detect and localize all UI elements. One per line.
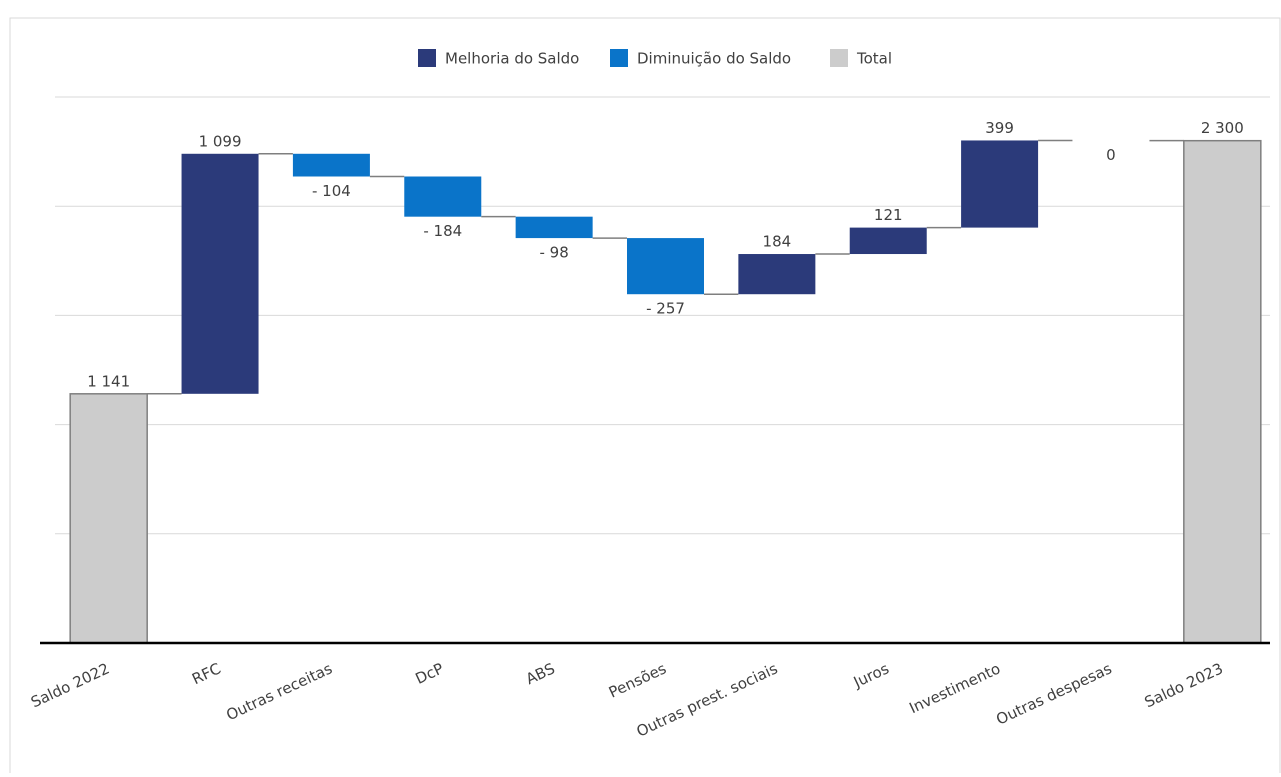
legend-swatch: [830, 49, 848, 67]
data-label: 1 141: [87, 372, 130, 390]
x-tick-label: Pensões: [606, 659, 669, 701]
data-label: - 184: [423, 222, 462, 240]
bar: [181, 153, 259, 394]
x-tick-label: Outras despesas: [993, 659, 1114, 728]
x-tick-label: Outras receitas: [223, 659, 335, 724]
bar: [627, 238, 704, 295]
x-tick-label: Saldo 2022: [28, 659, 112, 711]
x-tick-label: Investimento: [906, 659, 1003, 717]
bar: [515, 216, 593, 239]
data-label: 399: [985, 119, 1014, 137]
data-label: - 104: [312, 182, 351, 200]
bar: [1183, 139, 1262, 644]
data-label: - 257: [646, 300, 685, 318]
data-label: 2 300: [1201, 119, 1244, 137]
data-label: - 98: [539, 244, 568, 262]
data-label: 184: [763, 233, 792, 251]
data-label: 0: [1106, 146, 1116, 164]
legend-label: Diminuição do Saldo: [637, 50, 791, 68]
x-tick-label: RFC: [189, 659, 223, 688]
x-tick-label: ABS: [523, 659, 558, 688]
chart-border: [9, 17, 1281, 777]
x-tick-label: DcP: [413, 659, 447, 688]
legend-swatch: [418, 49, 436, 67]
legend-label: Total: [856, 50, 892, 68]
bar: [404, 176, 482, 217]
legend-label: Melhoria do Saldo: [445, 50, 579, 68]
bar: [961, 140, 1039, 228]
bar: [292, 153, 370, 177]
bar: [69, 393, 148, 644]
legend-swatch: [610, 49, 628, 67]
data-label: 1 099: [199, 132, 242, 150]
bar: [849, 227, 927, 255]
bar: [738, 254, 816, 295]
x-tick-label: Juros: [850, 659, 892, 691]
data-label: 121: [874, 206, 903, 224]
x-tick-label: Saldo 2023: [1142, 659, 1226, 711]
